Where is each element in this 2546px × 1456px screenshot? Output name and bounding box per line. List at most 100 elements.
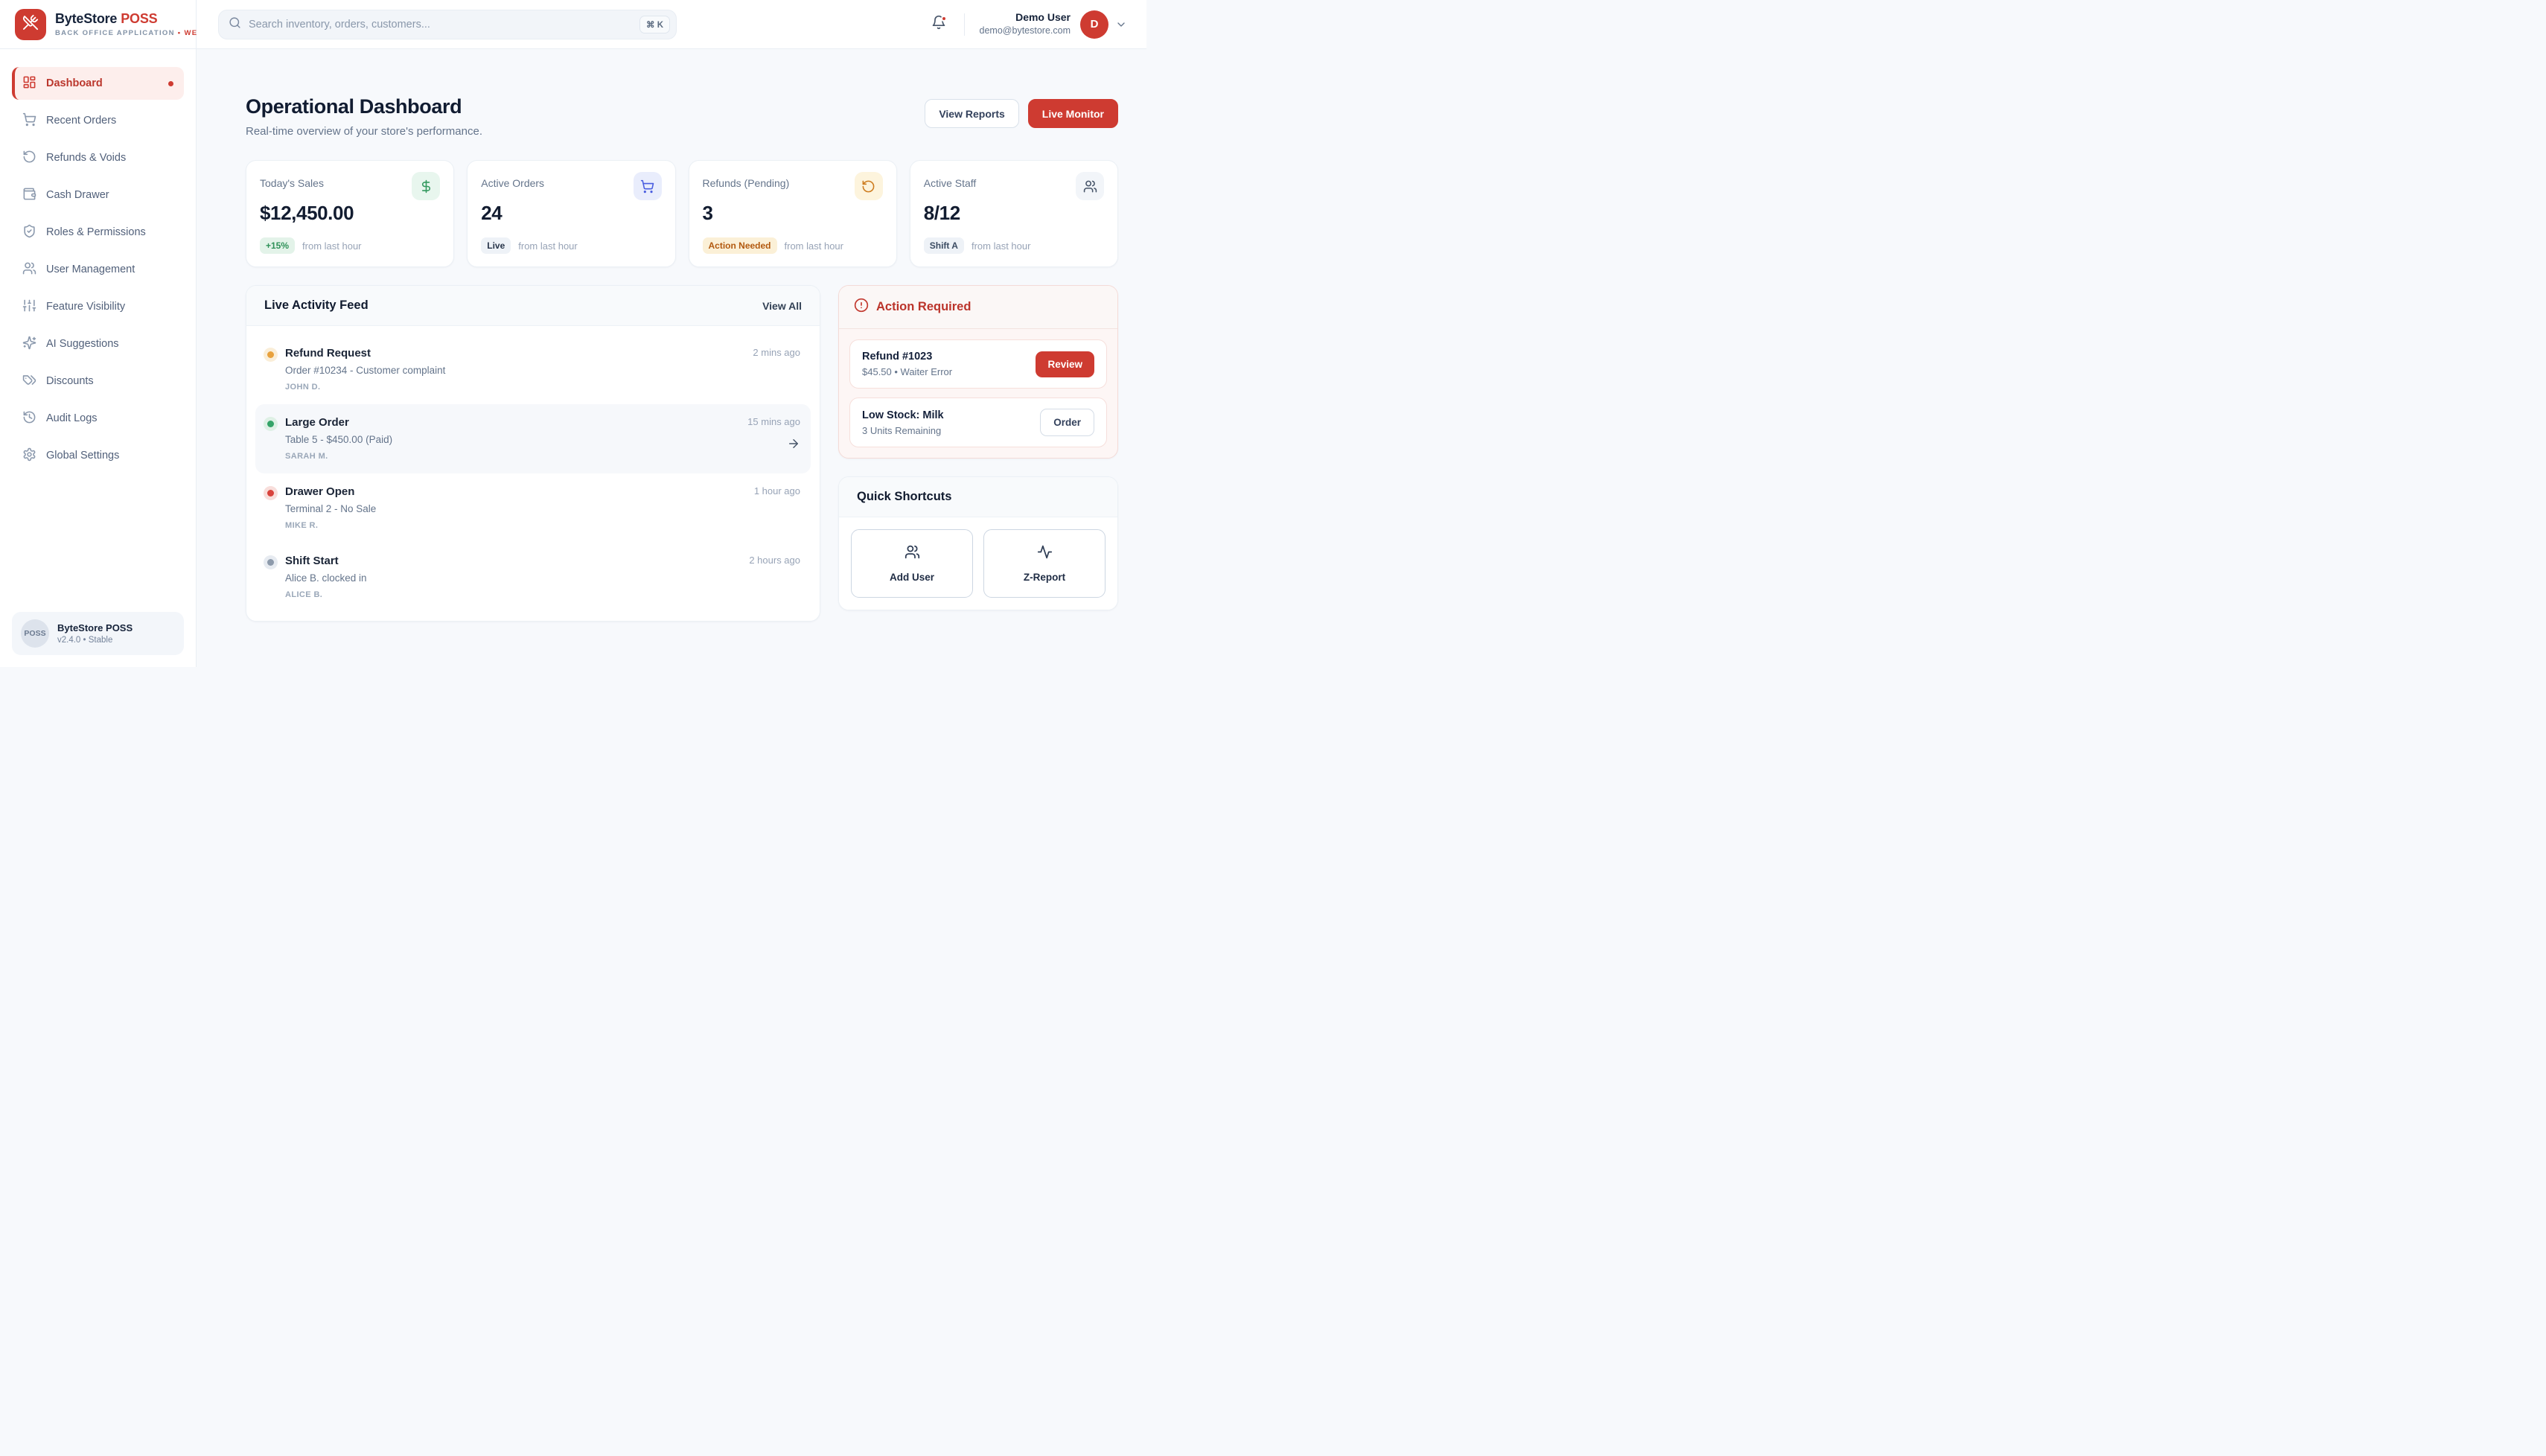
sidebar-item-ai-suggestions[interactable]: AI Suggestions <box>12 328 184 360</box>
stat-badge: Shift A <box>923 237 964 254</box>
top-bar: ⌘ K Demo User demo@bytestore.com D <box>197 0 1146 49</box>
settings-icon <box>22 447 36 464</box>
stat-label: Today's Sales <box>260 177 324 189</box>
feed-item-large-order[interactable]: Large Order Table 5 - $450.00 (Paid) SAR… <box>255 404 811 473</box>
arrow-right-icon[interactable] <box>787 437 800 450</box>
feed-header: Live Activity Feed View All <box>246 286 820 326</box>
quick-shortcuts-title: Quick Shortcuts <box>857 490 952 503</box>
feed-item-user: MIKE R. <box>285 521 319 530</box>
app-logo <box>15 8 46 40</box>
review-button[interactable]: Review <box>1036 351 1094 377</box>
add-user-button[interactable]: Add User <box>851 529 973 598</box>
rotate-ccw-icon <box>22 150 36 167</box>
sidebar-item-user-management[interactable]: User Management <box>12 253 184 286</box>
feed-item-title: Large Order <box>285 416 349 429</box>
wallet-icon <box>22 187 36 204</box>
feed-body: Refund Request Order #10234 - Customer c… <box>246 326 820 621</box>
sidebar-item-refunds-voids[interactable]: Refunds & Voids <box>12 141 184 174</box>
active-indicator-dot <box>168 80 173 86</box>
sidebar-item-audit-logs[interactable]: Audit Logs <box>12 402 184 435</box>
sidebar-item-cash-drawer[interactable]: Cash Drawer <box>12 179 184 211</box>
shopping-cart-icon <box>22 112 36 130</box>
page-subtitle: Real-time overview of your store's perfo… <box>246 125 482 138</box>
action-item-description: 3 Units Remaining <box>862 424 942 436</box>
feed-item-time: 2 mins ago <box>753 347 800 358</box>
search-input[interactable] <box>249 18 632 31</box>
global-search[interactable]: ⌘ K <box>218 9 677 39</box>
feed-item-refund-request[interactable]: Refund Request Order #10234 - Customer c… <box>255 335 811 404</box>
sidebar-item-label: Recent Orders <box>46 115 117 127</box>
shield-check-icon <box>22 224 36 241</box>
sidebar-item-roles-permissions[interactable]: Roles & Permissions <box>12 216 184 249</box>
stat-badge: Action Needed <box>702 237 777 254</box>
notifications-button[interactable] <box>925 11 952 38</box>
sidebar-footer-card: POSS ByteStore POSS v2.4.0 • Stable <box>12 612 184 655</box>
sidebar-item-label: Feature Visibility <box>46 301 126 313</box>
action-required-title: Action Required <box>876 300 972 313</box>
stat-note: from last hour <box>971 240 1031 252</box>
brand-name-accent: POSS <box>121 11 158 26</box>
feed-item-description: Alice B. clocked in <box>285 572 367 584</box>
user-email: demo@bytestore.com <box>979 25 1071 36</box>
header-divider <box>963 13 965 36</box>
action-item-refund: Refund #1023 $45.50 • Waiter Error Revie… <box>849 339 1107 389</box>
stat-badge: +15% <box>260 237 296 254</box>
sidebar-item-feature-visibility[interactable]: Feature Visibility <box>12 290 184 323</box>
user-info: Demo User demo@bytestore.com <box>980 11 1071 37</box>
feed-title: Live Activity Feed <box>264 298 368 312</box>
live-monitor-button[interactable]: Live Monitor <box>1027 99 1118 128</box>
feed-item-title: Drawer Open <box>285 485 355 498</box>
chevron-down-icon[interactable] <box>1115 19 1127 31</box>
action-required-body: Refund #1023 $45.50 • Waiter Error Revie… <box>839 329 1117 458</box>
sliders-icon <box>22 298 36 316</box>
sidebar-item-recent-orders[interactable]: Recent Orders <box>12 104 184 137</box>
action-item-description: $45.50 • Waiter Error <box>862 366 953 377</box>
live-activity-feed: Live Activity Feed View All Refund Reque… <box>246 285 820 622</box>
search-icon <box>229 16 241 33</box>
stat-card-active-orders: Active Orders 24 Live from last hour <box>467 160 676 267</box>
status-dot-green <box>267 421 274 427</box>
stat-label: Active Staff <box>923 177 977 189</box>
quick-shortcuts-panel: Quick Shortcuts Add User Z-Report <box>838 476 1118 610</box>
users-icon <box>22 261 36 278</box>
stat-value: 8/12 <box>923 202 960 224</box>
dollar-sign-icon <box>412 172 441 200</box>
view-reports-button[interactable]: View Reports <box>925 99 1019 128</box>
sidebar-item-label: Discounts <box>46 375 94 387</box>
feed-item-description: Table 5 - $450.00 (Paid) <box>285 434 393 445</box>
quick-shortcuts-body: Add User Z-Report <box>839 517 1117 610</box>
avatar[interactable]: D <box>1080 10 1108 39</box>
rotate-ccw-icon <box>854 172 883 200</box>
status-dot-red <box>267 490 274 496</box>
feed-item-drawer-open[interactable]: Drawer Open Terminal 2 - No Sale MIKE R.… <box>255 473 811 543</box>
sidebar-item-discounts[interactable]: Discounts <box>12 365 184 397</box>
sparkles-icon <box>22 336 36 353</box>
brand-title: ByteStore POSS <box>55 11 204 27</box>
status-dot-gray <box>267 559 274 566</box>
sidebar-item-label: Global Settings <box>46 450 120 462</box>
sidebar-item-dashboard[interactable]: Dashboard <box>12 67 184 100</box>
view-all-link[interactable]: View All <box>762 299 802 312</box>
sidebar-item-label: Audit Logs <box>46 412 98 424</box>
stat-value: $12,450.00 <box>260 202 354 224</box>
sidebar-item-global-settings[interactable]: Global Settings <box>12 439 184 472</box>
z-report-button[interactable]: Z-Report <box>983 529 1106 598</box>
stat-value: 3 <box>702 202 713 224</box>
feed-item-description: Order #10234 - Customer complaint <box>285 365 446 376</box>
stat-note: from last hour <box>518 240 578 252</box>
stat-card-todays-sales: Today's Sales $12,450.00 +15% from last … <box>246 160 455 267</box>
action-required-panel: Action Required Refund #1023 $45.50 • Wa… <box>838 285 1118 459</box>
users-icon <box>904 544 920 562</box>
sidebar-item-label: Refunds & Voids <box>46 152 127 164</box>
page-actions: View Reports Live Monitor <box>925 99 1118 128</box>
app-version: v2.4.0 • Stable <box>57 636 113 645</box>
app-badge: POSS <box>21 619 49 648</box>
page-heading-block: Operational Dashboard Real-time overview… <box>246 95 482 138</box>
sidebar: Dashboard Recent Orders Refunds & Voids … <box>0 49 197 667</box>
shopping-cart-icon <box>633 172 662 200</box>
feed-item-shift-start[interactable]: Shift Start Alice B. clocked in ALICE B.… <box>255 543 811 612</box>
order-button[interactable]: Order <box>1040 409 1094 436</box>
sidebar-item-label: User Management <box>46 264 135 275</box>
stat-card-active-staff: Active Staff 8/12 Shift A from last hour <box>909 160 1118 267</box>
stat-label: Active Orders <box>481 177 545 189</box>
